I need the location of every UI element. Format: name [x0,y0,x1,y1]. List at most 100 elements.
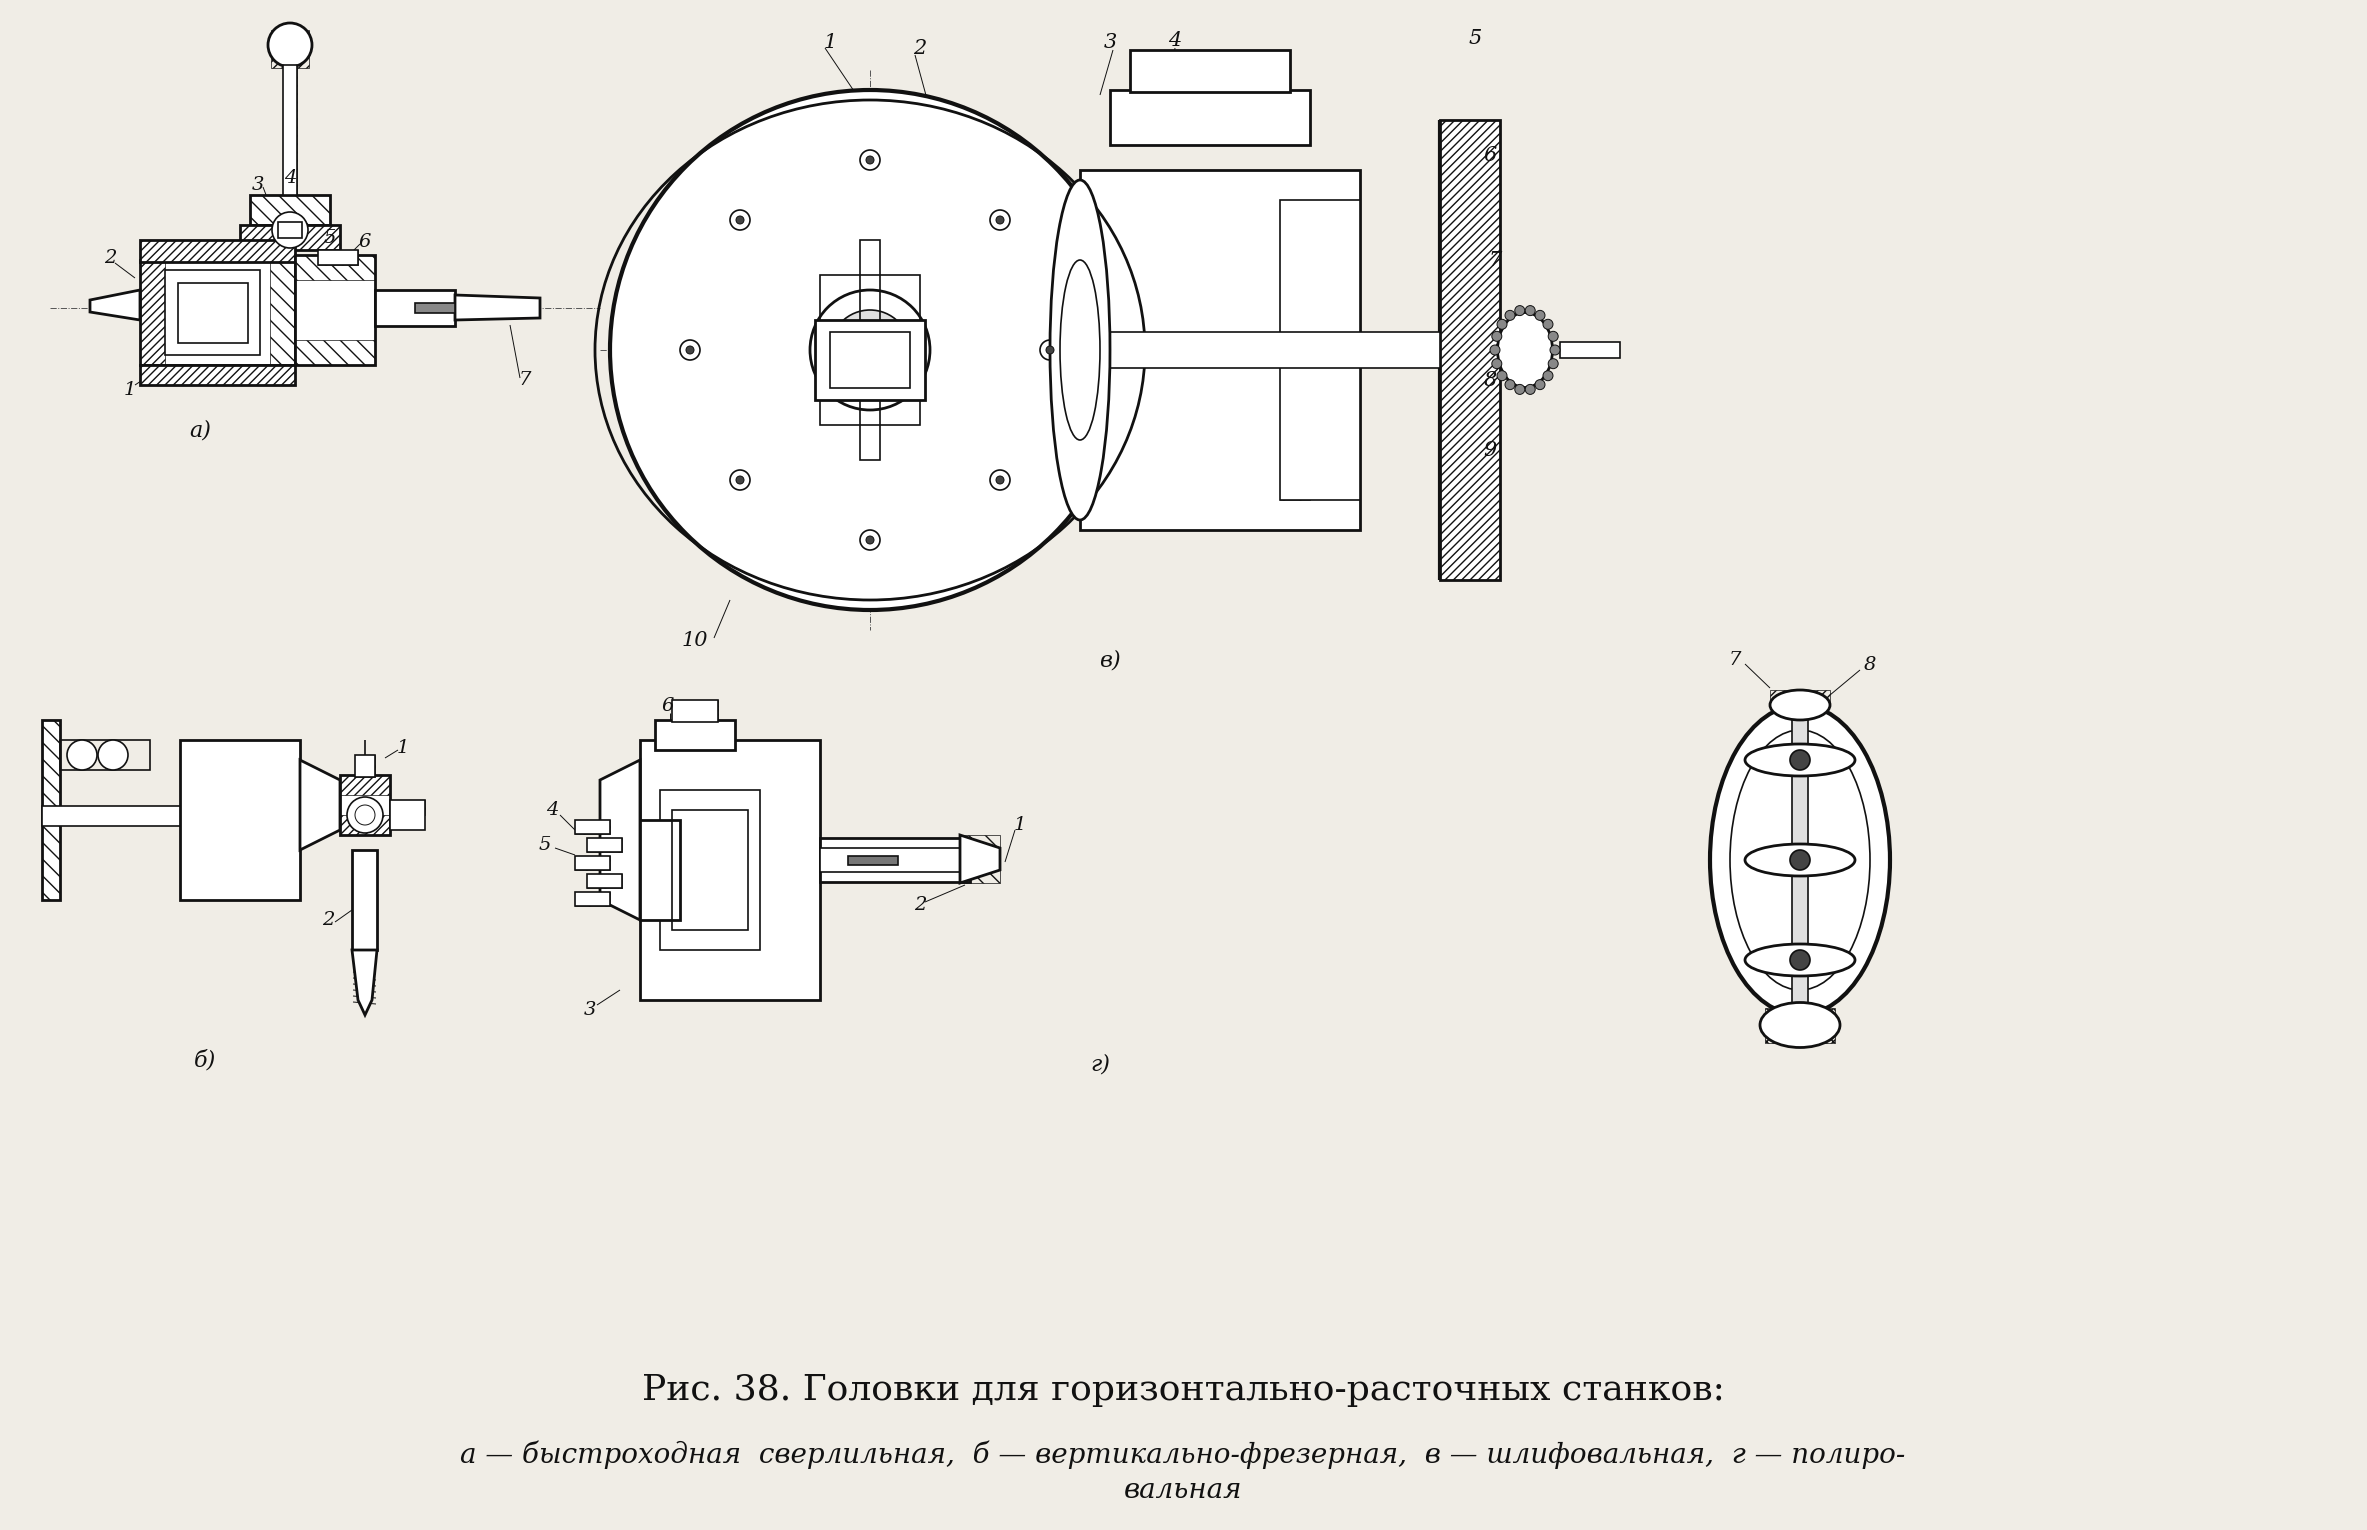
Circle shape [831,311,909,390]
Bar [43,806,187,826]
Bar [1281,200,1309,500]
Circle shape [97,741,128,770]
Circle shape [736,216,743,223]
Text: в): в) [1098,649,1122,672]
Bar [575,892,611,906]
Circle shape [686,346,694,353]
Circle shape [272,213,308,248]
Bar [639,820,679,920]
Bar [1079,332,1439,369]
Bar [239,225,341,249]
Bar [1771,690,1830,705]
Bar [374,291,454,308]
Ellipse shape [1709,705,1889,1014]
Bar [814,320,925,399]
Ellipse shape [1051,181,1110,520]
Bar [1129,50,1290,92]
Text: 4: 4 [284,168,296,187]
Bar [575,855,611,871]
Circle shape [866,536,873,545]
Text: 7: 7 [1489,251,1501,269]
Text: вальная: вальная [1124,1476,1243,1504]
Circle shape [267,23,312,67]
Bar [1766,1008,1834,1043]
Text: 3: 3 [1103,32,1117,52]
Circle shape [1524,306,1536,315]
Bar [1110,90,1309,145]
Circle shape [1489,344,1501,355]
Bar [355,754,374,777]
Polygon shape [961,835,999,883]
Bar [341,776,391,796]
Circle shape [611,90,1129,610]
Polygon shape [90,291,140,320]
Text: 2: 2 [914,38,925,58]
Bar [575,820,611,834]
Bar [251,194,329,225]
Circle shape [997,216,1004,223]
Bar [296,340,374,366]
Bar [1439,119,1501,580]
Bar [859,240,881,461]
Bar [43,721,59,900]
Bar [847,855,897,864]
Bar [180,741,301,900]
Bar [140,240,296,262]
Text: 8: 8 [1863,656,1877,675]
Text: 6: 6 [663,698,675,715]
Circle shape [1550,344,1560,355]
Bar [166,269,260,355]
Text: 7: 7 [1728,650,1742,669]
Ellipse shape [1771,690,1830,721]
Text: 6: 6 [360,233,372,251]
Bar [819,275,921,425]
Text: 9: 9 [1484,441,1496,459]
Text: 4: 4 [547,802,559,819]
Ellipse shape [1744,944,1856,976]
Circle shape [1789,950,1811,970]
Bar [140,260,296,366]
Bar [353,851,376,950]
Circle shape [1505,311,1515,320]
Bar [656,721,736,750]
Bar [961,835,999,883]
Bar [575,820,611,834]
Bar [391,800,426,815]
Bar [391,800,426,829]
Circle shape [729,210,750,230]
Text: 10: 10 [682,630,708,650]
Circle shape [66,741,97,770]
Bar [140,240,296,262]
Bar [672,701,717,722]
Ellipse shape [1761,1002,1839,1048]
Circle shape [1496,320,1508,329]
Bar [1792,710,1808,1010]
Circle shape [1505,379,1515,390]
Bar [270,260,296,366]
Bar [140,366,296,386]
Bar [341,776,391,835]
Bar [575,855,611,871]
Circle shape [355,805,374,825]
Text: 1: 1 [398,739,409,757]
Text: 8: 8 [1484,370,1496,390]
Circle shape [1789,851,1811,871]
Circle shape [1548,358,1557,369]
Circle shape [859,529,881,549]
Bar [251,194,329,225]
Circle shape [1491,332,1501,341]
Bar [672,809,748,930]
Bar [1560,343,1619,358]
Circle shape [679,340,701,360]
Circle shape [1789,750,1811,770]
Bar [660,789,760,950]
Bar [575,892,611,906]
Bar [284,64,296,194]
Bar [639,820,679,920]
Bar [1110,90,1309,145]
Text: а — быстроходная  сверлильная,  б — вертикально-фрезерная,  в — шлифовальная,  г: а — быстроходная сверлильная, б — вертик… [459,1441,1905,1469]
Circle shape [866,156,873,164]
Ellipse shape [1744,744,1856,776]
Bar [587,874,623,887]
Bar [374,291,454,326]
